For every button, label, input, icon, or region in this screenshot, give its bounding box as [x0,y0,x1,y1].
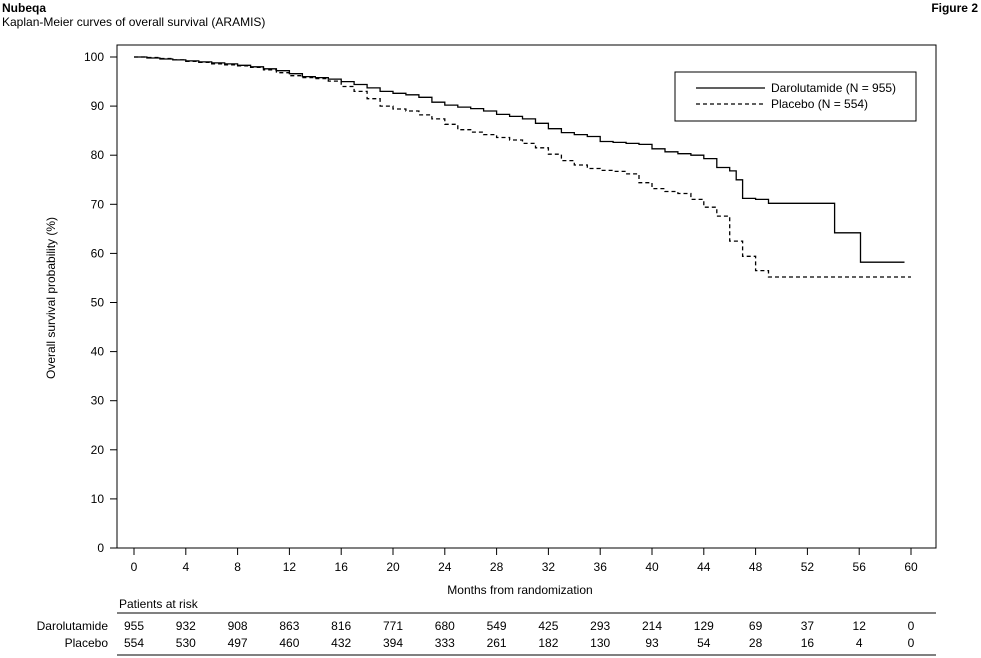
x-tick-label: 48 [749,560,763,574]
risk-cell: 28 [749,636,763,650]
risk-cell: 497 [228,636,248,650]
risk-rows: Darolutamide 955 932 908 863 816 771 680 549 425 2… [37,619,915,650]
risk-cell: 530 [176,636,196,650]
y-axis-label: Overall survival probability (%) [44,217,58,379]
risk-cell: 182 [538,636,558,650]
x-tick-label: 40 [645,560,659,574]
risk-cell: 293 [590,619,610,633]
risk-cell: 863 [279,619,299,633]
series-line-darolutamide [134,56,905,263]
chart-subtitle: Kaplan-Meier curves of overall survival … [2,15,266,29]
y-tick-label: 40 [91,345,105,359]
series-layer [134,56,911,278]
risk-cell: 214 [642,619,662,633]
x-tick-label: 24 [438,560,452,574]
y-tick-label: 90 [91,99,105,113]
risk-cell: 932 [176,619,196,633]
risk-cell: 54 [697,636,711,650]
risk-cell: 130 [590,636,610,650]
y-tick-label: 0 [97,541,104,555]
x-tick-label: 36 [594,560,608,574]
legend-label-placebo: Placebo (N = 554) [771,97,868,111]
x-axis: 0 4 8 12 16 20 24 28 32 36 40 44 48 52 56 60 [131,548,918,574]
risk-table-title: Patients at risk [119,597,199,611]
figure-label: Figure 2 [931,1,978,15]
risk-cell: 425 [538,619,558,633]
x-tick-label: 12 [283,560,297,574]
risk-cell: 908 [228,619,248,633]
x-tick-label: 60 [904,560,918,574]
x-tick-label: 16 [335,560,349,574]
x-tick-label: 44 [697,560,711,574]
risk-cell: 37 [801,619,815,633]
plot-frame [116,44,937,549]
y-tick-label: 60 [91,246,105,260]
risk-cell: 816 [331,619,351,633]
risk-cell: 261 [487,636,507,650]
legend: Darolutamide (N = 955) Placebo (N = 554) [674,71,917,122]
risk-row-label: Darolutamide [37,619,109,633]
risk-cell: 771 [383,619,403,633]
risk-cell: 549 [487,619,507,633]
risk-cell: 680 [435,619,455,633]
y-axis: 0 10 20 30 40 50 60 70 80 90 100 [84,50,117,555]
risk-cell: 394 [383,636,403,650]
risk-cell: 69 [749,619,763,633]
x-tick-label: 0 [131,560,138,574]
y-tick-label: 70 [91,197,105,211]
x-tick-label: 56 [853,560,867,574]
risk-cell: 0 [908,619,915,633]
risk-cell: 129 [694,619,714,633]
x-tick-label: 4 [182,560,189,574]
legend-label-darolutamide: Darolutamide (N = 955) [771,81,896,95]
x-tick-label: 52 [801,560,815,574]
y-tick-label: 80 [91,148,105,162]
risk-cell: 955 [124,619,144,633]
legend-box [674,71,917,122]
x-tick-label: 28 [490,560,504,574]
risk-cell: 4 [856,636,863,650]
risk-cell: 554 [124,636,144,650]
y-tick-label: 10 [91,492,105,506]
y-tick-label: 50 [91,296,105,310]
y-tick-label: 30 [91,394,105,408]
risk-row-label: Placebo [65,636,109,650]
y-tick-label: 20 [91,443,105,457]
risk-cell: 432 [331,636,351,650]
risk-table: Patients at risk Darolutamide 955 932 908 86… [37,597,936,656]
risk-cell: 460 [279,636,299,650]
x-tick-label: 20 [386,560,400,574]
x-tick-label: 8 [234,560,241,574]
risk-cell: 93 [645,636,659,650]
risk-cell: 333 [435,636,455,650]
risk-cell: 0 [908,636,915,650]
risk-cell: 16 [801,636,815,650]
y-tick-label: 100 [84,50,104,64]
risk-cell: 12 [853,619,867,633]
brand-title: Nubeqa [2,1,47,15]
x-axis-label: Months from randomization [447,583,592,597]
x-tick-label: 32 [542,560,556,574]
series-line-placebo [134,56,911,278]
